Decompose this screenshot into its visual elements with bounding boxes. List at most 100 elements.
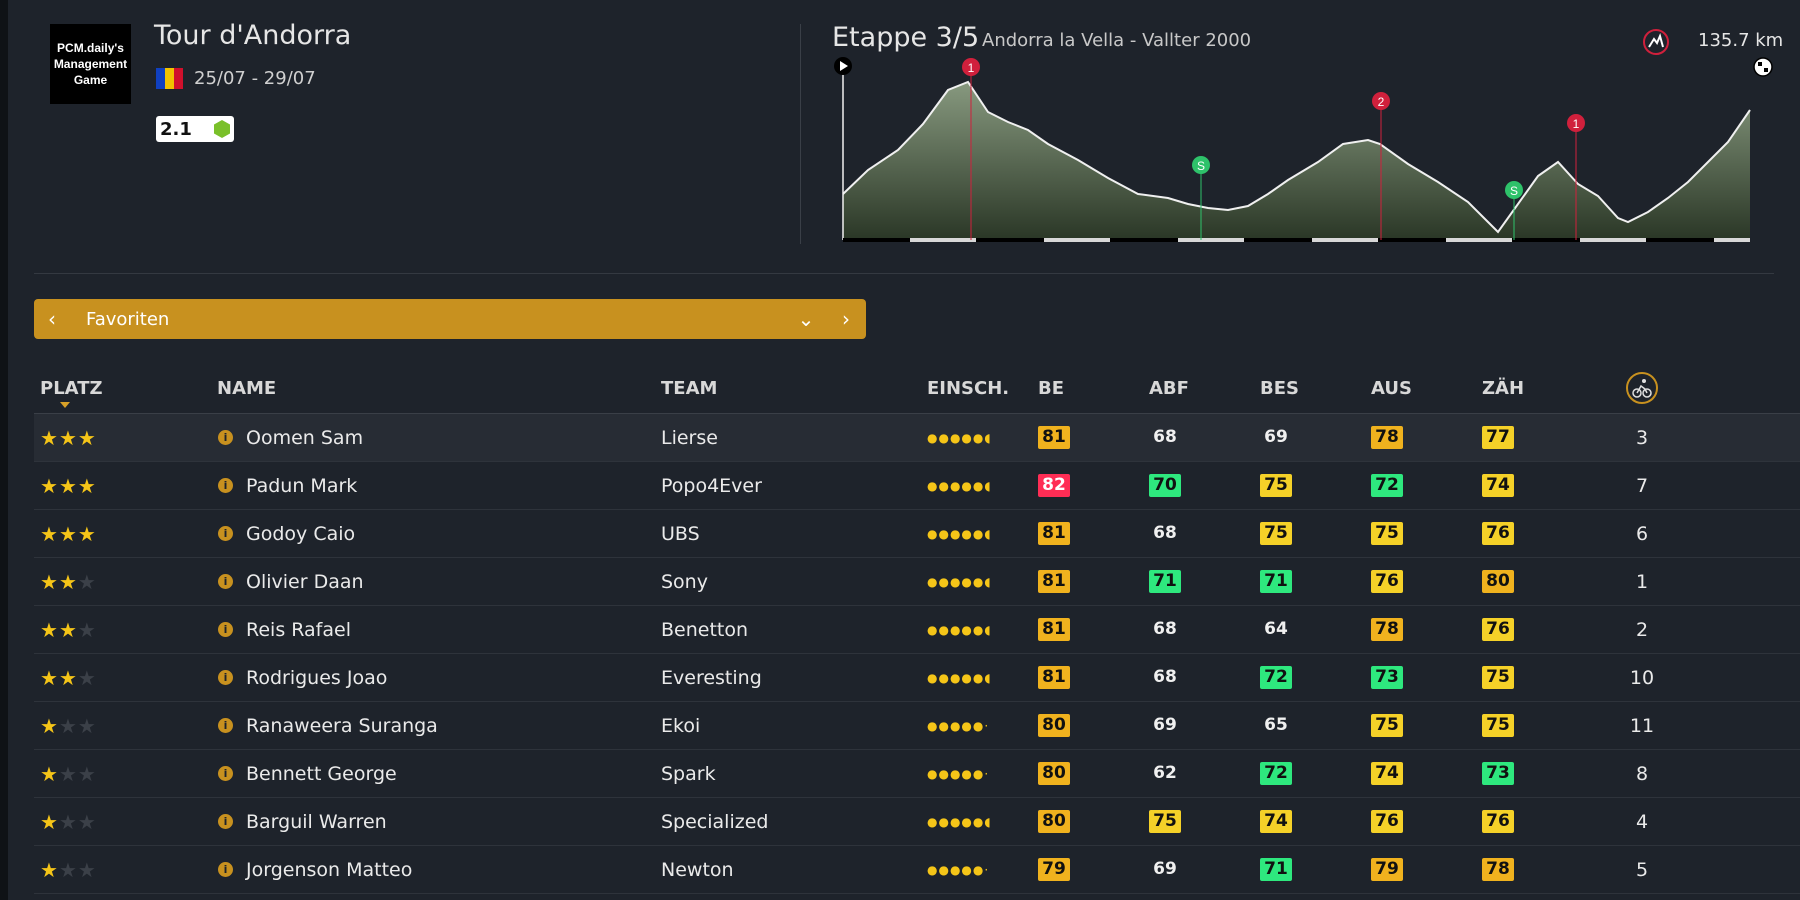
star-icon: ★ [77,569,97,594]
stat-be: 80 [1038,798,1070,845]
header-rule [34,413,1800,414]
stat-value: 65 [1264,715,1288,735]
star-rating: ★ ★ ★ [40,846,97,893]
stat-abf: 70 [1149,462,1181,509]
rider-name[interactable]: Jorgenson Matteo [246,858,413,881]
stat-value: 76 [1371,570,1403,593]
stat-value: 72 [1371,474,1403,497]
info-icon[interactable]: i [218,622,233,637]
hexagon-icon [214,120,230,138]
col-be[interactable]: BE [1038,378,1065,399]
stat-aus: 76 [1371,558,1403,605]
rider-name[interactable]: Bennett George [246,762,397,785]
favorites-dropdown[interactable]: ‹ Favoriten ⌄ › [34,299,866,339]
table-row[interactable]: ★ ★ ★ i Godoy Caio UBS ●●●●●◖ 81 68 75 75 76 6 [34,510,1800,558]
race-category: 2.1 [160,118,192,140]
col-name[interactable]: NAME [217,378,277,399]
table-row[interactable]: ★ ★ ★ i Ranaweera Suranga Ekoi ●●●●●· 80 69 65 75 7… [34,702,1800,750]
table-row[interactable]: ★ ★ ★ i Padun Mark Popo4Ever ●●●●●◖ 82 70 75 72 74 7 [34,462,1800,510]
stat-aus: 75 [1371,702,1403,749]
rider-name[interactable]: Barguil Warren [246,810,387,833]
table-row[interactable]: ★ ★ ★ i Bennett George Spark ●●●●●· 80 62 72 74 73 8 [34,750,1800,798]
rider-name[interactable]: Godoy Caio [246,522,356,545]
stage-profile: 1 2 1 S S [834,57,1773,242]
stat-abf: 69 [1149,846,1181,893]
stat-abf: 68 [1149,510,1181,557]
col-team[interactable]: TEAM [661,378,718,399]
col-einsch[interactable]: EINSCH. [927,378,1010,399]
rider-rank: 7 [1635,474,1649,497]
stat-be: 81 [1038,558,1070,605]
star-icon: ★ [58,617,78,642]
form-rating: ●●●●●· [927,718,990,733]
info-icon[interactable]: i [218,574,233,589]
stat-value: 73 [1371,666,1403,689]
table-row[interactable]: ★ ★ ★ i Rodrigues Joao Everesting ●●●●●◖ 81 68 72… [34,654,1800,702]
rider-icon[interactable] [1626,372,1658,404]
rider-name[interactable]: Reis Rafael [246,618,351,641]
form-rating: ●●●●●◖ [927,574,992,589]
info-icon[interactable]: i [218,670,233,685]
stat-value: 81 [1038,426,1070,449]
stat-value: 68 [1153,619,1177,639]
stat-value: 69 [1153,715,1177,735]
chevron-right-icon[interactable]: › [842,307,850,331]
star-icon: ★ [58,665,78,690]
star-icon: ★ [58,473,78,498]
info-icon[interactable]: i [218,862,233,877]
stat-bes: 74 [1260,798,1292,845]
table-row[interactable]: ★ ★ ★ i Jorgenson Matteo Newton ●●●●●· 79 69 71 79… [34,846,1800,894]
stat-zah: 78 [1482,846,1514,893]
info-icon[interactable]: i [218,766,233,781]
rider-name[interactable]: Rodrigues Joao [246,666,388,689]
star-icon: ★ [77,617,97,642]
stat-value: 70 [1149,474,1181,497]
team-name: Sony [661,570,708,593]
rider-name[interactable]: Olivier Daan [246,570,364,593]
stat-value: 81 [1038,618,1070,641]
chevron-left-icon[interactable]: ‹ [48,307,56,331]
table-row[interactable]: ★ ★ ★ i Oomen Sam Lierse ●●●●●◖ 81 68 69 78 77 3 [34,414,1800,462]
stat-value: 80 [1482,570,1514,593]
form-rating: ●●●●●· [927,862,990,877]
col-zah[interactable]: ZÄH [1482,378,1525,399]
form-rating: ●●●●●◖ [927,478,992,493]
rider-name[interactable]: Oomen Sam [246,426,364,449]
rider-name[interactable]: Ranaweera Suranga [246,714,438,737]
rider-rank: 6 [1635,522,1649,545]
col-aus[interactable]: AUS [1371,378,1412,399]
stat-value: 72 [1260,666,1292,689]
stat-bes: 72 [1260,654,1292,701]
table-row[interactable]: ★ ★ ★ i Barguil Warren Specialized ●●●●●◖ 80 75 7… [34,798,1800,846]
table-row[interactable]: ★ ★ ★ i Reis Rafael Benetton ●●●●●◖ 81 68 64 78 76 2 [34,606,1800,654]
info-icon[interactable]: i [218,814,233,829]
stat-bes: 75 [1260,462,1292,509]
stat-value: 80 [1038,810,1070,833]
star-rating: ★ ★ ★ [40,510,97,557]
stat-bes: 69 [1260,414,1292,461]
rider-rank: 1 [1635,570,1649,593]
col-platz[interactable]: PLATZ [40,378,103,399]
chevron-down-icon[interactable]: ⌄ [797,307,815,331]
mountain-icon [1643,29,1669,55]
kom-marker[interactable] [1372,92,1390,110]
info-icon[interactable]: i [218,526,233,541]
stat-abf: 71 [1149,558,1181,605]
team-name: Benetton [661,618,749,641]
col-abf[interactable]: ABF [1149,378,1189,399]
info-icon[interactable]: i [218,718,233,733]
kom-marker[interactable] [962,58,980,76]
sprint-marker[interactable] [1192,156,1210,174]
dropdown-label: Favoriten [86,309,170,330]
stat-bes: 72 [1260,750,1292,797]
table-row[interactable]: ★ ★ ★ i Olivier Daan Sony ●●●●●◖ 81 71 71 76 80 1 [34,558,1800,606]
col-bes[interactable]: BES [1260,378,1299,399]
star-icon: ★ [77,713,97,738]
stat-value: 81 [1038,666,1070,689]
rider-rank: 2 [1635,618,1649,641]
info-icon[interactable]: i [218,478,233,493]
sprint-marker[interactable] [1505,181,1523,199]
kom-marker[interactable] [1567,114,1585,132]
rider-name[interactable]: Padun Mark [246,474,358,497]
info-icon[interactable]: i [218,430,233,445]
